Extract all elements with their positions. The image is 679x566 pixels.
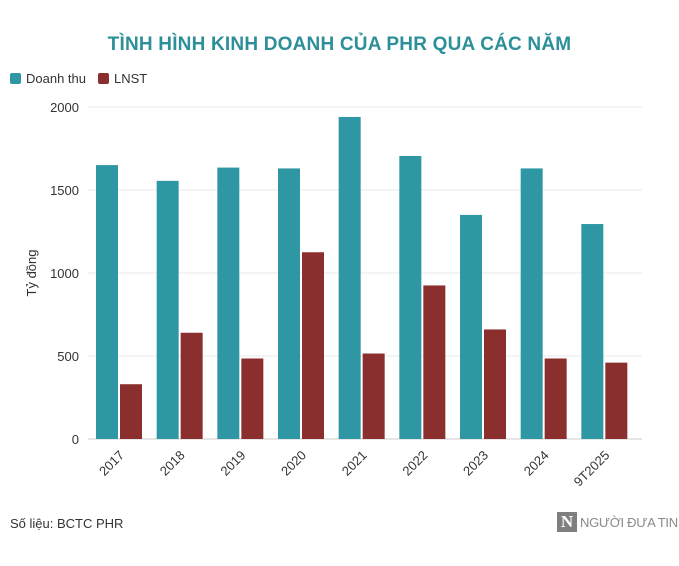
logo-mark: N: [557, 512, 577, 532]
legend-label-profit: LNST: [114, 71, 148, 86]
x-tick-label: 9T2025: [571, 448, 613, 490]
y-tick-label: 500: [57, 349, 79, 364]
legend-label-revenue: Doanh thu: [26, 71, 86, 86]
y-tick-label: 1000: [50, 266, 79, 281]
bar-revenue-2021[interactable]: [338, 116, 361, 440]
x-tick-label: 2017: [96, 448, 127, 479]
bar-revenue-2022[interactable]: [399, 155, 422, 439]
legend: Doanh thu LNST: [10, 71, 159, 86]
x-tick-label: 2023: [460, 448, 491, 479]
logo-text: NGƯỜI ĐƯA TIN: [580, 514, 678, 530]
bar-profit-2021[interactable]: [362, 353, 385, 439]
publisher-logo: N NGƯỜI ĐƯA TIN: [557, 511, 678, 533]
bars: [96, 116, 628, 440]
bar-revenue-2018[interactable]: [156, 180, 179, 439]
y-tick-labels: 0 500 1000 1500 2000: [50, 100, 79, 447]
y-tick-label: 2000: [50, 100, 79, 115]
y-tick-label: 1500: [50, 183, 79, 198]
bar-revenue-2019[interactable]: [217, 167, 240, 439]
y-tick-label: 0: [72, 432, 79, 447]
legend-item-revenue[interactable]: Doanh thu: [10, 71, 86, 86]
bar-profit-2017[interactable]: [120, 384, 142, 439]
y-axis-label: Tỷ đồng: [24, 250, 39, 297]
legend-swatch-revenue: [10, 73, 21, 84]
bar-profit-2023[interactable]: [484, 329, 506, 439]
bar-profit-2022[interactable]: [423, 285, 446, 439]
bar-profit-2019[interactable]: [241, 358, 264, 439]
x-tick-label: 2020: [278, 448, 309, 479]
x-tick-labels: 2017 2018 2019 2020 2021 2022 2023 2024 9T2025: [96, 448, 612, 490]
bar-profit-9T2025[interactable]: [605, 362, 628, 439]
source-note: Số liệu: BCTC PHR: [10, 516, 124, 531]
bar-profit-2024[interactable]: [544, 358, 567, 439]
bar-revenue-2023[interactable]: [460, 214, 482, 439]
bar-revenue-2024[interactable]: [520, 168, 543, 440]
x-tick-label: 2022: [399, 448, 430, 479]
bar-revenue-9T2025[interactable]: [581, 224, 604, 439]
x-tick-label: 2024: [521, 448, 552, 479]
x-tick-label: 2018: [157, 448, 188, 479]
bar-revenue-2020[interactable]: [278, 168, 300, 440]
chart-title: TÌNH HÌNH KINH DOANH CỦA PHR QUA CÁC NĂM: [107, 34, 572, 55]
x-tick-label: 2021: [339, 448, 370, 479]
bar-profit-2018[interactable]: [180, 332, 203, 439]
bar-revenue-2017[interactable]: [96, 165, 118, 439]
bar-profit-2020[interactable]: [302, 252, 324, 439]
legend-item-profit[interactable]: LNST: [98, 71, 147, 86]
x-tick-label: 2019: [217, 448, 248, 479]
legend-swatch-profit: [98, 73, 109, 84]
